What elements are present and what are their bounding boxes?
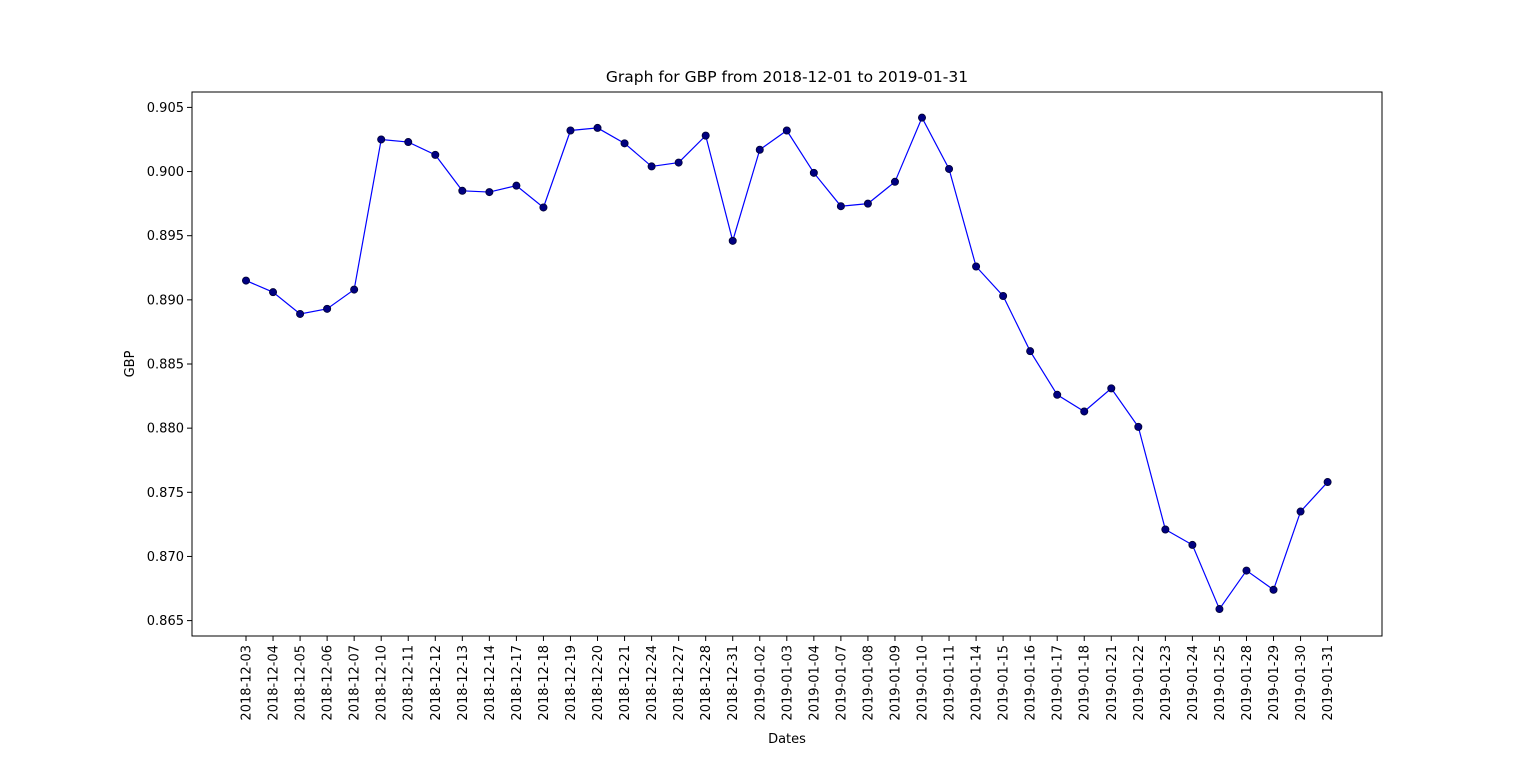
x-tick-label: 2019-01-02 [753,645,768,721]
x-tick-label: 2018-12-04 [267,645,282,721]
y-tick-label: 0.875 [147,486,184,501]
data-point [593,123,602,132]
x-tick-label: 2018-12-28 [699,645,714,721]
data-point [458,186,467,195]
x-axis-label: Dates [768,732,806,747]
x-tick-label: 2018-12-07 [348,645,363,721]
x-tick-label: 2019-01-03 [780,645,795,721]
data-point [1188,540,1197,549]
data-point [377,135,386,144]
x-tick-label: 2018-12-20 [591,645,606,721]
x-tick-label: 2018-12-14 [483,645,498,721]
data-point [782,126,791,135]
x-tick-label: 2019-01-09 [888,645,903,721]
data-point [755,145,764,154]
data-point [1134,422,1143,431]
x-tick-label: 2019-01-25 [1213,645,1228,721]
x-tick-label: 2018-12-03 [240,645,255,721]
y-axis-label: GBP [123,350,138,377]
data-point [539,203,548,212]
data-point [1026,347,1035,356]
data-point [1107,384,1116,393]
chart-title: Graph for GBP from 2018-12-01 to 2019-01… [606,68,968,86]
x-tick-label: 2019-01-18 [1078,645,1093,721]
data-point [809,168,818,177]
plot-area: 0.865 0.870 0.875 0.880 0.885 0.890 0.895 0.900… [147,91,1383,721]
data-point [269,288,278,297]
y-tick-label: 0.895 [147,229,184,244]
x-tick-label: 2018-12-17 [510,645,525,721]
data-point [296,309,305,318]
data-point [972,262,981,271]
data-point [863,199,872,208]
x-tick-label: 2018-12-12 [429,645,444,721]
data-point [1323,478,1332,487]
data-point [1242,566,1251,575]
x-tick-label: 2018-12-21 [618,645,633,721]
x-tick-label: 2019-01-28 [1240,645,1255,721]
x-tick-label: 2019-01-30 [1294,645,1309,721]
data-point [485,188,494,197]
data-point [728,236,737,245]
x-tick-label: 2019-01-08 [861,645,876,721]
data-point [674,158,683,167]
x-tick-label: 2018-12-24 [645,645,660,721]
x-tick-label: 2019-01-29 [1267,645,1282,721]
x-tick-label: 2019-01-21 [1105,645,1120,721]
x-tick-label: 2018-12-11 [402,645,417,721]
x-tick-label: 2018-12-13 [456,645,471,721]
data-point [701,131,710,140]
data-point [512,181,521,190]
data-point [566,126,575,135]
data-point [1269,585,1278,594]
y-tick-label: 0.905 [147,101,184,116]
x-tick-label: 2019-01-31 [1321,645,1336,721]
x-tick-label: 2019-01-10 [916,645,931,721]
data-point [918,113,927,122]
data-point [620,139,629,148]
x-tick-label: 2019-01-17 [1051,645,1066,721]
y-tick-label: 0.885 [147,358,184,373]
x-tick-label: 2019-01-14 [970,645,985,721]
data-point [350,285,359,294]
data-point [404,138,413,147]
data-point [323,304,332,313]
data-point [945,164,954,173]
x-tick-label: 2019-01-22 [1132,645,1147,721]
series-line [245,116,1329,611]
y-tick-label: 0.865 [147,614,184,629]
x-tick-label: 2019-01-04 [807,645,822,721]
x-tick-label: 2018-12-05 [294,645,309,721]
y-tick-label: 0.880 [147,422,184,437]
x-tick-label: 2019-01-24 [1186,645,1201,721]
data-point [1296,507,1305,516]
x-tick-label: 2018-12-18 [537,645,552,721]
x-tick-label: 2018-12-27 [672,645,687,721]
data-point [241,276,250,285]
data-point [1161,525,1170,534]
plot-frame [191,91,1383,637]
x-tick-label: 2018-12-10 [375,645,390,721]
data-point [1053,390,1062,399]
x-tick-label: 2019-01-07 [834,645,849,721]
x-tick-label: 2018-12-19 [564,645,579,721]
data-point [836,202,845,211]
x-tick-label: 2018-12-31 [726,645,741,721]
y-tick-label: 0.900 [147,165,184,180]
x-tick-label: 2019-01-11 [943,645,958,721]
y-tick-label: 0.890 [147,293,184,308]
y-tick-label: 0.870 [147,550,184,565]
data-point [1080,407,1089,416]
data-point [431,150,440,159]
data-point [890,177,899,186]
data-point [1215,605,1224,614]
data-point [647,162,656,171]
x-tick-label: 2019-01-15 [997,645,1012,721]
x-tick-label: 2018-12-06 [321,645,336,721]
x-tick-label: 2019-01-23 [1159,645,1174,721]
x-tick-label: 2019-01-16 [1024,645,1039,721]
data-point [999,291,1008,300]
